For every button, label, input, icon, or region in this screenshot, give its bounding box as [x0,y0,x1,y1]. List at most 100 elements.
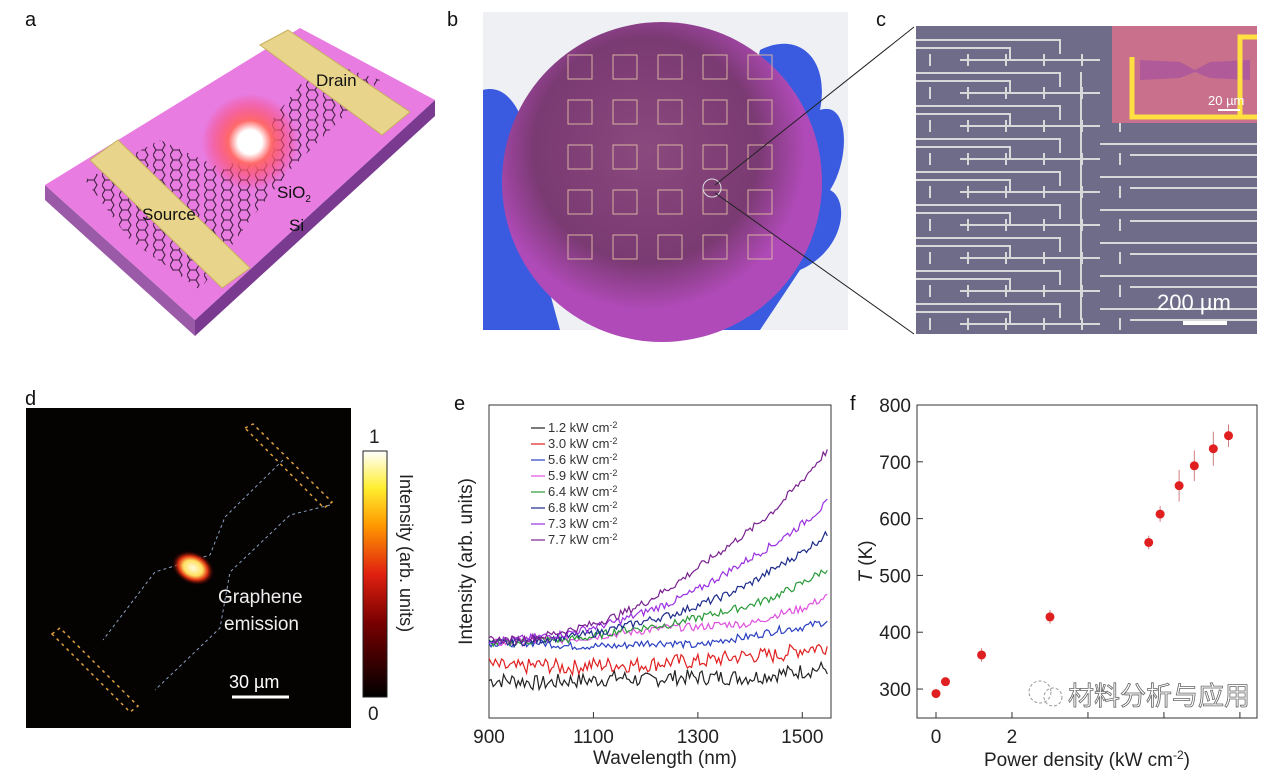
emission-glow [202,94,298,190]
colorbar-label: Intensity (arb. units) [396,474,416,632]
substrate-side-right [195,100,435,336]
series-line [488,620,828,651]
electrode-outlines [50,423,334,713]
data-point [1224,431,1234,441]
circuit-trace [1100,275,1257,288]
panel-d: d Graphene emission 30 µm 1 0 Intensity … [25,388,416,728]
y-tick-label: 600 [879,510,911,531]
circuit-trace [1100,143,1257,156]
inset-electrodes [1129,34,1257,120]
circuit-trace [916,72,1100,94]
annotation-line2: emission [224,614,299,635]
graphene-outline [102,459,331,691]
panel-a: a Drain Source SiO2 Si [25,9,435,336]
legend-entry: 3.0 kW cm-2 [548,436,617,451]
data-point [1144,537,1154,547]
wafer-device [747,144,773,170]
wafer [502,22,822,342]
legend-entry: 5.6 kW cm-2 [548,452,617,467]
wafer-device [702,144,728,170]
wafer-device [567,234,593,260]
wafer-device [567,144,593,170]
scale-label-d: 30 µm [229,672,279,692]
wafer-device [702,234,728,260]
wechat-icon [1028,680,1052,704]
data-point [1189,461,1199,471]
zoom-line-top [714,26,915,186]
panel-label-d: d [25,388,36,410]
series-line [488,530,828,649]
y-tick-label: 700 [879,453,911,474]
wafer-device [657,54,683,80]
wafer-device [567,189,593,215]
inset-graphene-channel [1140,60,1250,80]
y-tick-label: 800 [879,396,911,417]
wafer-device [567,99,593,125]
x-tick-label: 1300 [677,727,719,748]
wechat-icon-small [1043,687,1063,707]
circuit-trace [1100,176,1257,189]
legend-entry: 1.2 kW cm-2 [548,420,617,435]
wafer-device [612,189,638,215]
circuit-trace [916,237,1100,259]
y-tick-label: 400 [879,623,911,644]
inset-scale-label: 20 µm [1208,93,1244,108]
device-highlight [702,178,722,198]
circuit-trace [916,171,1100,193]
plot-frame [916,404,1258,719]
x-tick-label: 900 [473,727,505,748]
x-tick-label: 2 [1007,727,1018,748]
legend-entry: 7.7 kW cm-2 [548,532,617,547]
data-point [940,677,950,687]
drain-label: Drain [316,71,357,90]
scale-label: 200 µm [1157,290,1231,315]
sio2-label: SiO2 [277,183,311,205]
circuit-trace [1100,242,1257,255]
watermark-text: 材料分析与应用 [1068,681,1250,711]
substrate-side [45,185,195,336]
data-point [1045,612,1055,622]
circuit-trace [916,303,1100,325]
wafer-device [657,99,683,125]
legend-entry: 6.8 kW cm-2 [548,500,617,515]
electrode-array [916,39,1257,330]
data-point [1174,481,1184,491]
wafer-device [747,54,773,80]
wafer-device [612,99,638,125]
panel-label-f: f [850,393,856,415]
x-axis-label: Wavelength (nm) [593,748,737,769]
panel-label-b: b [447,9,458,31]
series-line [488,449,828,646]
y-tick-label: 300 [879,680,911,701]
annotation-line1: Graphene [218,587,303,608]
colorbar [362,450,388,698]
source-electrode [89,139,251,289]
panel-label-a: a [25,9,37,31]
zoom-line-bottom [714,192,915,335]
colorbar-max: 1 [369,427,380,448]
wafer-device [612,144,638,170]
wafer-device [747,189,773,215]
panel-label-c: c [876,9,886,31]
x-tick-label: 1100 [573,727,614,748]
y-axis-label: T (K) [856,540,877,582]
panel-b: b [447,9,915,342]
emission-spot [171,550,215,586]
panel-c: c 20 µm 200 µm [876,9,1257,334]
source-label: Source [142,205,196,224]
si-label: Si [289,216,304,235]
wafer-device [612,234,638,260]
data-point [931,689,941,699]
wafer-device [747,234,773,260]
circuit-trace [916,204,1100,226]
watermark: 材料分析与应用 [1028,680,1250,711]
wafer-device [747,99,773,125]
panel-label-e: e [454,393,465,415]
legend-entry: 7.3 kW cm-2 [548,516,617,531]
circuit-trace [916,39,1100,61]
wafer-device [702,99,728,125]
circuit-trace [916,138,1100,160]
wafer-device [567,54,593,80]
series-line [488,660,828,692]
legend-entry: 6.4 kW cm-2 [548,484,617,499]
